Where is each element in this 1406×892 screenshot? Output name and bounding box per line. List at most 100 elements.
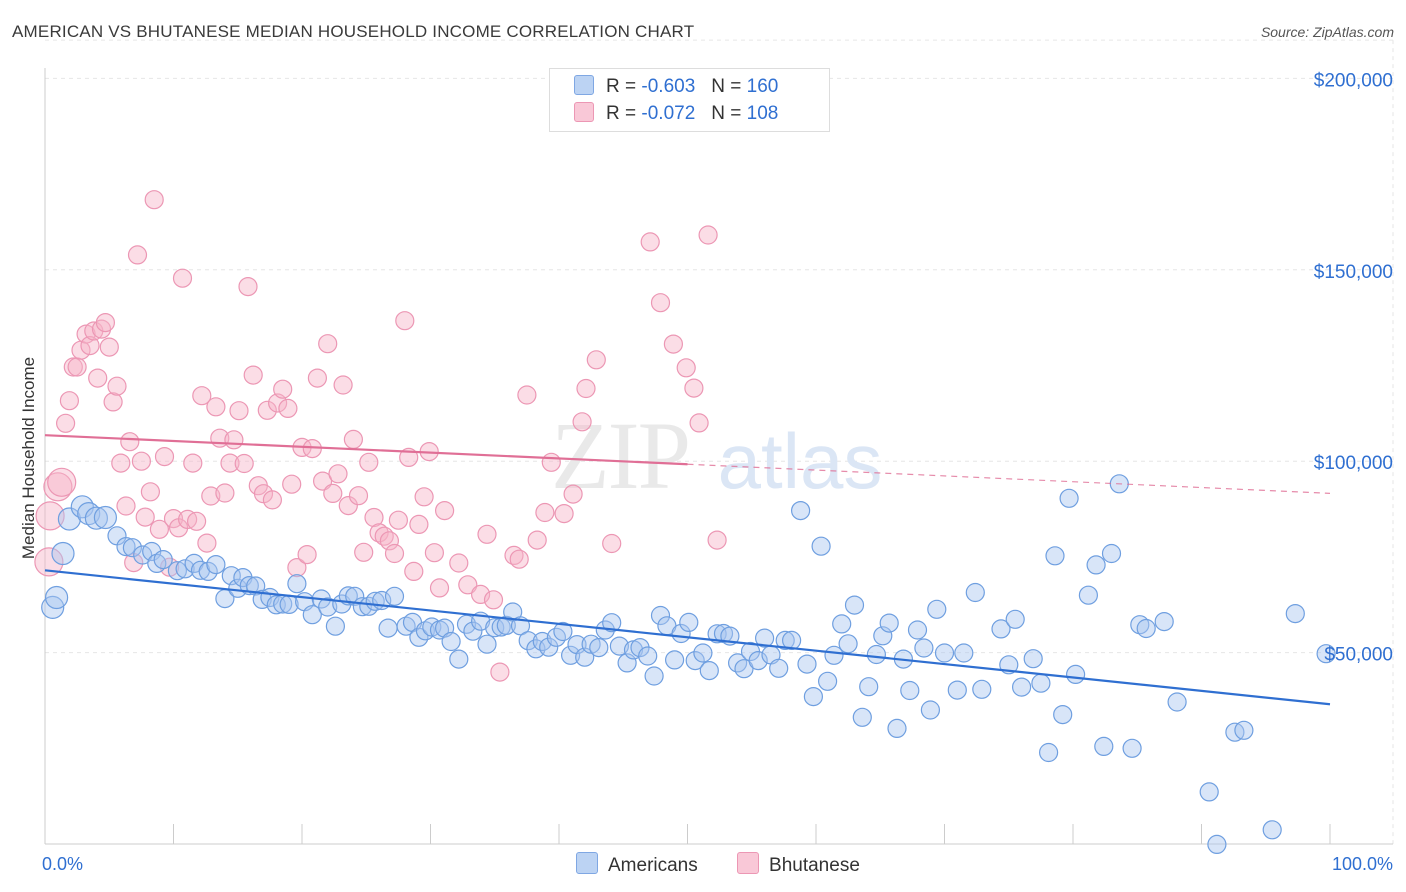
americans-point xyxy=(1262,820,1282,840)
series-legend: Americans Bhutanese xyxy=(576,852,894,877)
bhutanese-point xyxy=(163,508,184,529)
bhutanese-trend-line xyxy=(44,434,688,466)
bhutanese-point xyxy=(243,365,263,385)
americans-point xyxy=(927,599,947,619)
americans-point xyxy=(644,666,664,686)
bhutanese-point xyxy=(586,350,606,370)
bhutanese-point xyxy=(348,486,369,506)
bhutanese-point xyxy=(103,392,123,412)
americans-point xyxy=(1101,543,1122,564)
americans-point xyxy=(1122,738,1142,758)
bhutanese-point xyxy=(88,368,108,388)
americans-point xyxy=(1094,736,1114,757)
bhutanese-point xyxy=(172,268,193,288)
bhutanese-point xyxy=(576,378,596,399)
americans-point xyxy=(679,612,699,633)
bhutanese-point xyxy=(273,379,293,399)
y-tick-label: $100,000 xyxy=(1314,453,1393,474)
americans-point xyxy=(1031,673,1051,693)
bhutanese-point xyxy=(120,432,140,452)
bhutanese-point xyxy=(359,452,379,472)
series-label-bhutanese: Bhutanese xyxy=(769,855,860,876)
bhutanese-point xyxy=(563,484,583,504)
americans-point xyxy=(852,707,872,727)
americans-point xyxy=(553,621,573,642)
americans-point xyxy=(1005,609,1025,629)
americans-point xyxy=(93,505,118,530)
legend-n-label: N = xyxy=(711,76,742,97)
americans-point xyxy=(1078,585,1099,605)
bhutanese-point xyxy=(424,543,444,563)
americans-point xyxy=(325,616,345,636)
americans-point xyxy=(650,605,671,626)
bhutanese-point xyxy=(483,590,504,610)
bhutanese-point xyxy=(76,324,96,344)
bhutanese-point xyxy=(650,293,671,313)
bhutanese-point xyxy=(234,453,254,474)
bhutanese-point xyxy=(262,490,282,510)
americans-point xyxy=(879,613,899,633)
bhutanese-point xyxy=(572,412,592,432)
bhutanese-point xyxy=(395,311,415,331)
bhutanese-point xyxy=(676,358,696,378)
americans-point xyxy=(122,538,142,558)
watermark-atlas: atlas xyxy=(718,417,883,505)
americans-point xyxy=(449,649,469,669)
americans-point xyxy=(1065,664,1086,685)
americans-point xyxy=(965,582,985,603)
series-legend-bhutanese: Bhutanese xyxy=(737,852,860,877)
americans-point xyxy=(754,628,775,648)
americans-point xyxy=(947,680,967,700)
bhutanese-point xyxy=(282,474,302,494)
bhutanese-point xyxy=(343,429,363,449)
americans-point xyxy=(318,597,338,617)
americans-point xyxy=(866,644,887,665)
americans-point xyxy=(844,595,865,615)
bhutanese-point xyxy=(509,549,529,569)
bhutanese-point xyxy=(318,334,338,354)
legend-r-label: R = xyxy=(606,76,637,97)
americans-point xyxy=(518,631,538,651)
bhutanese-point xyxy=(257,400,277,420)
americans-trend-line xyxy=(44,569,1331,706)
bhutanese-point xyxy=(201,486,221,506)
bhutanese-point xyxy=(287,557,307,578)
americans-point xyxy=(589,637,609,658)
americans-point xyxy=(1011,677,1032,697)
americans-point xyxy=(664,650,685,670)
bhutanese-point xyxy=(206,397,226,417)
americans-point xyxy=(817,671,838,691)
axes xyxy=(44,68,1393,845)
bhutanese-point xyxy=(429,578,450,598)
bhutanese-point xyxy=(364,507,384,528)
bhutanese-point xyxy=(504,545,524,566)
bhutanese-point xyxy=(384,543,405,564)
grid-lines xyxy=(45,39,1394,844)
legend: R = -0.603 N = 160 R = -0.072 N = 108 xyxy=(549,68,830,132)
americans-point xyxy=(252,589,272,610)
legend-n-value-americans: 160 xyxy=(746,76,779,97)
bhutanese-point xyxy=(67,357,87,377)
americans-point xyxy=(693,643,713,663)
y-tick-label: $200,000 xyxy=(1314,70,1393,91)
bhutanese-point xyxy=(684,378,704,398)
americans-point xyxy=(797,654,817,674)
americans-point xyxy=(560,645,581,665)
americans-point xyxy=(609,636,630,656)
bhutanese-point xyxy=(35,501,65,531)
americans-point xyxy=(384,586,405,606)
bhutanese-point xyxy=(663,334,684,354)
bhutanese-point xyxy=(149,519,169,539)
bhutanese-point xyxy=(379,531,399,551)
americans-point xyxy=(859,677,879,697)
bhutanese-point xyxy=(404,561,424,582)
bhutanese-point xyxy=(333,375,353,395)
americans-point xyxy=(914,638,934,658)
bhutanese-point xyxy=(220,453,240,473)
legend-row-americans: R = -0.603 N = 160 xyxy=(574,75,778,101)
bhutanese-point xyxy=(144,190,164,210)
trend-lines xyxy=(44,434,1331,706)
bhutanese-point xyxy=(278,398,298,418)
americans-point xyxy=(51,541,75,566)
